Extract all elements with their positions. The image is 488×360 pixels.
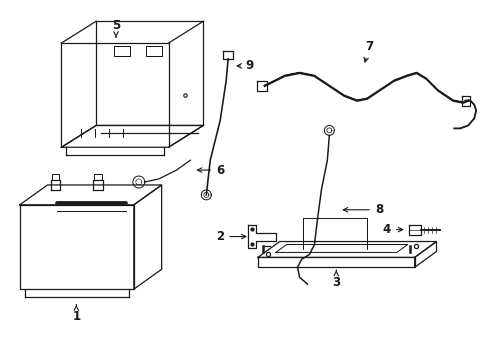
Text: 8: 8 (343, 203, 382, 216)
Text: 4: 4 (382, 223, 402, 236)
Text: 7: 7 (363, 40, 372, 62)
Text: 6: 6 (197, 163, 224, 176)
Text: 1: 1 (72, 305, 80, 323)
Text: 5: 5 (112, 19, 120, 37)
Text: 9: 9 (237, 59, 254, 72)
Text: 3: 3 (331, 270, 340, 289)
Text: 2: 2 (216, 230, 245, 243)
